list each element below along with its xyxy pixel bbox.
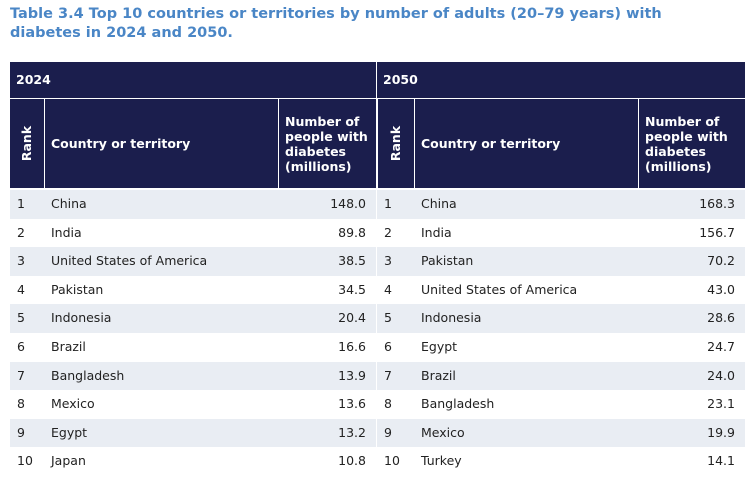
country: Egypt <box>421 339 458 354</box>
rank: 2 <box>17 224 25 240</box>
rank: 1 <box>384 196 392 211</box>
column-header-text: Country or territory <box>421 136 561 151</box>
country: Indonesia <box>51 310 112 326</box>
table-row: 10 Turkey 14.1 <box>377 447 745 476</box>
table-row: 1 China 168.3 <box>377 190 745 219</box>
country: Pakistan <box>421 253 474 269</box>
value: 19.9 <box>707 424 735 440</box>
rank: 10 <box>384 453 400 469</box>
value: 20.4 <box>338 310 366 326</box>
rank: 6 <box>384 339 392 354</box>
value: 13.2 <box>338 424 366 440</box>
table-row: 1 China 148.0 <box>10 190 376 219</box>
table-row: 8 Bangladesh 23.1 <box>377 390 745 419</box>
table-row: 2 India 89.8 <box>10 219 376 248</box>
value: 89.8 <box>338 224 366 240</box>
column-header: Rank <box>10 98 44 188</box>
country: Turkey <box>421 453 462 469</box>
table-2024: 2024 Rank Country or territory Number of pe… <box>10 62 376 476</box>
value: 70.2 <box>707 253 735 269</box>
table-row: 3 Pakistan 70.2 <box>377 247 745 276</box>
table-title: Table 3.4 Top 10 countries or territorie… <box>10 6 662 41</box>
rank: 10 <box>17 453 33 469</box>
table-row: 5 Indonesia 20.4 <box>10 304 376 333</box>
value: 14.1 <box>707 453 735 469</box>
rank: 2 <box>384 224 392 240</box>
country: Japan <box>51 453 86 469</box>
value: 24.0 <box>707 367 735 383</box>
rank: 8 <box>384 396 392 412</box>
column-header: Number of people with diabetes (millions… <box>278 98 376 188</box>
country: Pakistan <box>51 281 104 297</box>
column-header-text: Number of people with diabetes (millions… <box>645 113 728 174</box>
rank: 9 <box>17 424 25 440</box>
rank: 5 <box>17 310 25 326</box>
column-header: Country or territory <box>44 98 278 188</box>
rank: 9 <box>384 424 392 440</box>
country: Mexico <box>51 396 95 412</box>
table-2050: 2050 Rank Country or territory Number of pe… <box>377 62 745 476</box>
table-row: 5 Indonesia 28.6 <box>377 304 745 333</box>
table-row: 4 Pakistan 34.5 <box>10 276 376 305</box>
column-header-text: Rank <box>19 125 35 162</box>
rank: 1 <box>17 196 25 211</box>
rank: 5 <box>384 310 392 326</box>
rank: 3 <box>384 253 392 269</box>
value: 34.5 <box>338 281 366 297</box>
value: 24.7 <box>707 339 735 354</box>
country: United States of America <box>51 253 208 269</box>
country: Indonesia <box>421 310 482 326</box>
column-header: Number of people with diabetes (millions… <box>638 98 745 188</box>
value: 13.9 <box>338 367 366 383</box>
rank: 7 <box>17 367 25 383</box>
table-row: 3 United States of America 38.5 <box>10 247 376 276</box>
table-row: 7 Bangladesh 13.9 <box>10 361 376 391</box>
value: 38.5 <box>338 253 366 269</box>
column-header-text: Rank <box>388 125 404 162</box>
value: 10.8 <box>338 453 366 469</box>
value: 23.1 <box>707 396 735 412</box>
rank: 7 <box>384 367 392 383</box>
country: Bangladesh <box>51 367 125 383</box>
value: 28.6 <box>707 310 735 326</box>
country: Egypt <box>51 424 88 440</box>
table-row: 6 Egypt 24.7 <box>377 333 745 362</box>
column-header-text: Number of people with diabetes (millions… <box>285 113 368 174</box>
value: 43.0 <box>707 281 735 297</box>
table-row: 8 Mexico 13.6 <box>10 390 376 419</box>
value: 13.6 <box>338 396 366 412</box>
table-row: 10 Japan 10.8 <box>10 447 376 476</box>
country: Brazil <box>51 339 86 354</box>
value: 156.7 <box>699 224 735 240</box>
rank: 3 <box>17 253 25 269</box>
country: Mexico <box>421 424 465 440</box>
column-header: Country or territory <box>414 98 638 188</box>
country: India <box>421 224 452 240</box>
country: China <box>51 196 87 211</box>
country: United States of America <box>421 281 578 297</box>
column-header: Rank <box>377 98 414 188</box>
year-header: 2050 <box>377 62 745 98</box>
value: 16.6 <box>338 339 366 354</box>
column-header-text: Country or territory <box>51 136 191 151</box>
year-header: 2024 <box>10 62 376 98</box>
table-row: 4 United States of America 43.0 <box>377 276 745 305</box>
table-row: 6 Brazil 16.6 <box>10 333 376 362</box>
table-row: 2 India 156.7 <box>377 219 745 248</box>
rank: 4 <box>384 281 392 297</box>
table-row: 9 Egypt 13.2 <box>10 418 376 448</box>
country: Bangladesh <box>421 396 495 412</box>
rank: 8 <box>17 396 25 412</box>
country: India <box>51 224 82 240</box>
table-row: 9 Mexico 19.9 <box>377 418 745 448</box>
table-row: 7 Brazil 24.0 <box>377 361 745 391</box>
country: Brazil <box>421 367 456 383</box>
value: 148.0 <box>330 196 366 211</box>
value: 168.3 <box>699 196 735 211</box>
rank: 6 <box>17 339 25 354</box>
country: China <box>421 196 457 211</box>
rank: 4 <box>17 281 25 297</box>
